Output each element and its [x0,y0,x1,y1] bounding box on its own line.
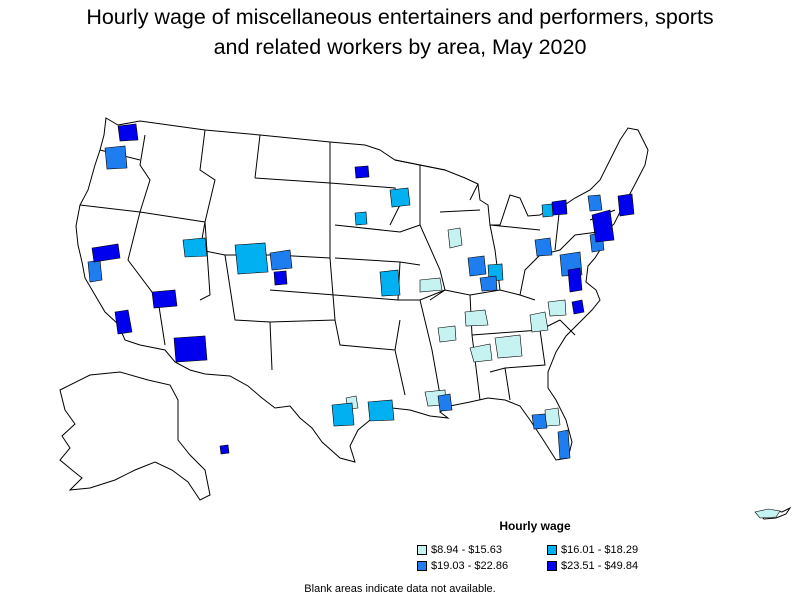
area-tier-1 [469,343,493,363]
area-tier-1 [494,334,523,359]
area-tier-1 [464,309,489,327]
area-tier-4 [551,199,568,216]
area-tier-3 [437,393,453,412]
map-title-line-2: and related workers by area, May 2020 [213,35,587,59]
area-tier-3 [104,145,128,170]
area-tier-4 [273,270,288,286]
area-tier-4 [571,299,585,315]
legend-swatch-3 [417,561,427,571]
area-tier-2 [234,242,269,275]
state-borders [79,129,616,401]
legend-item-2: $16.01 - $18.29 [547,544,638,556]
legend-label-1: $8.94 - $15.63 [431,544,502,556]
contiguous-us-outline [75,117,649,463]
area-tier-3 [467,255,487,277]
area-tier-1 [754,508,781,519]
area-tier-3 [479,275,498,292]
legend-title: Hourly wage [499,519,571,533]
wage-areas [87,123,781,519]
legend-swatch-4 [547,561,557,571]
area-tier-4 [117,123,139,142]
legend-label-3: $19.03 - $22.86 [431,560,509,572]
blank-areas-note: Blank areas indicate data not available. [304,583,496,595]
area-tier-1 [437,325,457,343]
area-tier-2 [331,402,355,427]
area-tier-1 [544,407,561,427]
area-tier-3 [534,237,553,257]
area-tier-3 [557,429,571,460]
area-tier-2 [367,399,395,422]
legend-label-4: $23.51 - $49.84 [561,560,639,572]
area-tier-4 [114,309,133,335]
area-tier-4 [617,193,635,217]
legend-item-4: $23.51 - $49.84 [547,560,638,572]
area-tier-2 [541,203,554,218]
area-tier-4 [591,209,615,243]
legend-swatch-2 [547,545,557,555]
area-tier-2 [389,187,411,208]
area-tier-3 [587,194,603,212]
area-tier-1 [419,277,443,293]
area-tier-4 [219,444,230,455]
area-tier-1 [447,227,463,249]
area-tier-4 [567,267,583,293]
area-tier-1 [547,299,567,317]
area-tier-2 [182,237,208,258]
area-tier-3 [87,259,103,283]
areas-tier-4 [91,123,635,455]
map-title: Hourly wage of miscellaneous entertainer… [0,2,800,62]
legend-item-3: $19.03 - $22.86 [417,560,508,572]
state-outlines [59,117,792,520]
area-tier-3 [531,413,548,430]
alaska-outline [59,371,211,501]
map-title-line-1: Hourly wage of miscellaneous entertainer… [86,5,714,29]
areas-tier-2 [182,187,554,427]
area-tier-4 [91,243,121,263]
legend-item-1: $8.94 - $15.63 [417,544,502,556]
area-tier-2 [379,269,401,297]
area-tier-2 [354,211,368,226]
area-tier-3 [269,249,293,271]
areas-tier-1 [345,227,781,519]
legend-swatch-1 [417,545,427,555]
area-tier-4 [151,289,178,309]
area-tier-4 [173,335,208,363]
area-tier-4 [354,165,370,179]
legend-label-2: $16.01 - $18.29 [561,544,639,556]
area-tier-1 [529,311,549,333]
